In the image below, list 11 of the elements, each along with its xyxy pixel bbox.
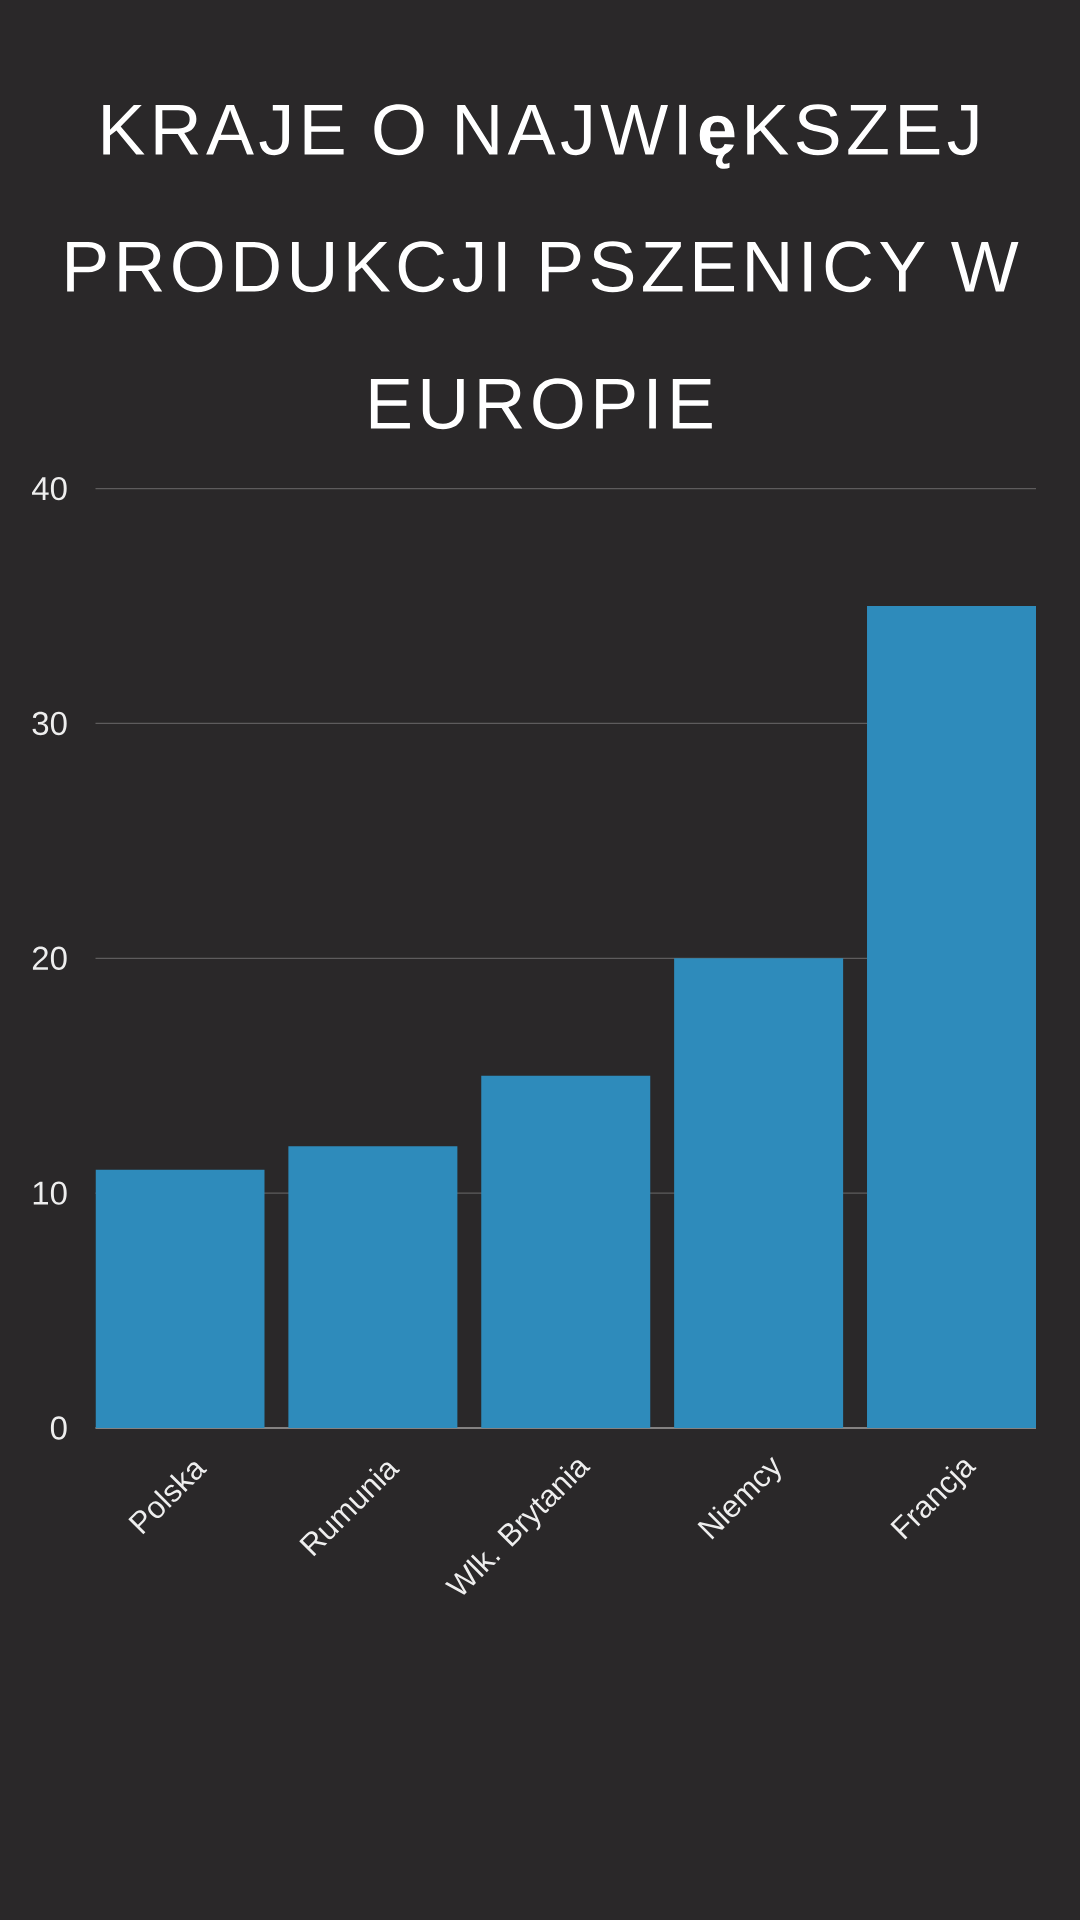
bar <box>481 1075 651 1428</box>
y-tick-label: 10 <box>33 1181 67 1205</box>
y-tick-label: 40 <box>32 476 67 501</box>
y-tick-label: 30 <box>32 711 67 736</box>
bar <box>95 1169 265 1428</box>
bar <box>674 958 844 1428</box>
bar <box>288 1146 458 1428</box>
y-tick-label: 20 <box>32 946 67 970</box>
y-tick-label: 0 <box>50 1416 67 1440</box>
bar <box>867 606 1037 1428</box>
chart-title: KRAJE O NAJWIęKSZEJ PRODUKCJI PSZENICY W EUROPIE <box>67 104 1019 430</box>
